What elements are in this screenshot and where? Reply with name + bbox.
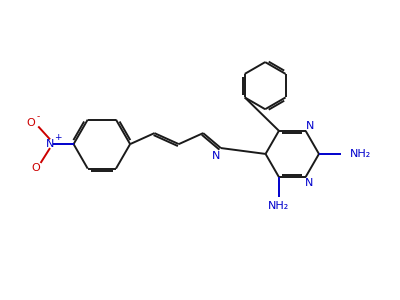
Text: O: O <box>27 118 36 128</box>
Text: NH₂: NH₂ <box>350 149 372 159</box>
Text: N: N <box>306 121 314 131</box>
Text: O: O <box>32 163 40 173</box>
Text: N: N <box>305 178 314 188</box>
Text: N: N <box>212 151 220 161</box>
Text: NH₂: NH₂ <box>268 201 290 211</box>
Text: +: + <box>54 133 62 142</box>
Text: -: - <box>37 112 40 121</box>
Text: N: N <box>46 139 54 149</box>
